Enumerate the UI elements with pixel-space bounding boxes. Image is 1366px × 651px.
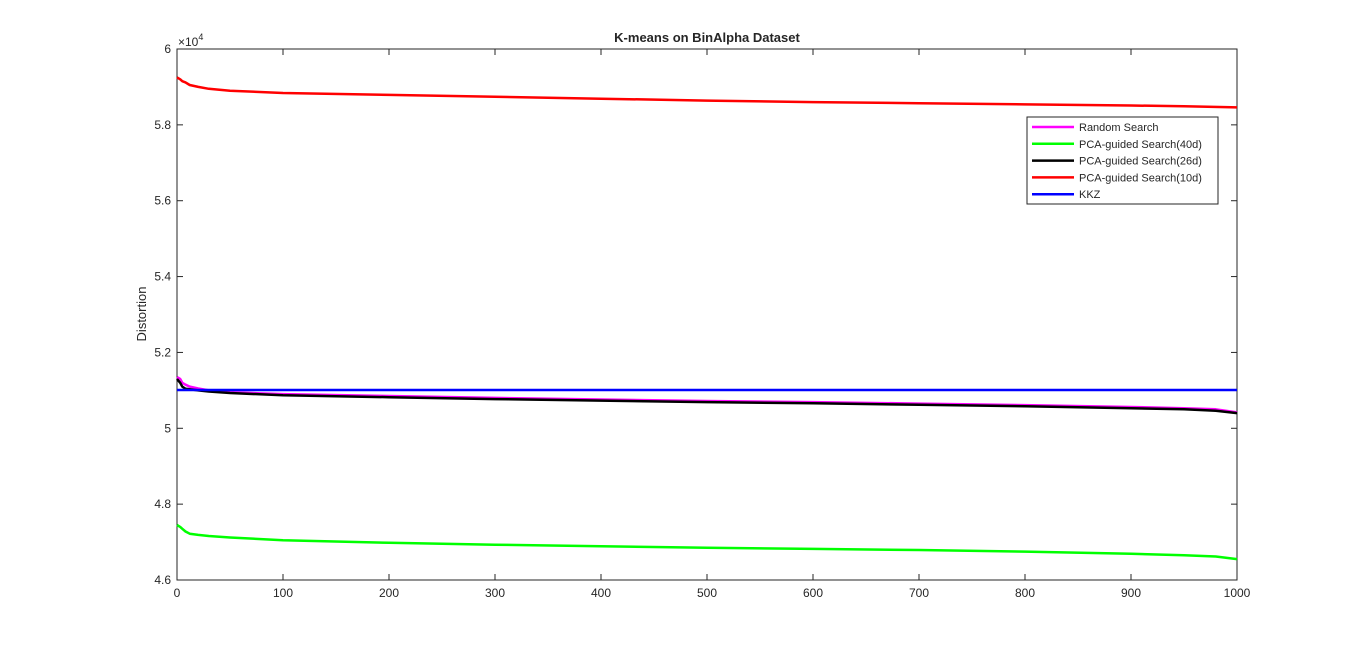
x-tick-label: 1000 — [1224, 586, 1251, 600]
series-line-4 — [176, 76, 1238, 109]
x-tick-label: 300 — [485, 586, 505, 600]
y-axis-label: Distortion — [134, 287, 149, 342]
y-tick-label: 4.6 — [154, 573, 171, 587]
x-tick-label: 0 — [174, 586, 181, 600]
legend-entry-label: PCA-guided Search(10d) — [1079, 172, 1202, 184]
x-tick-label: 100 — [273, 586, 293, 600]
y-tick-label: 4.8 — [154, 497, 171, 511]
y-tick-label: 5.2 — [154, 345, 171, 359]
x-tick-label: 900 — [1121, 586, 1141, 600]
y-tick-label: 5.4 — [154, 270, 171, 284]
series-line-2 — [176, 523, 1238, 561]
legend-entry-label: PCA-guided Search(26d) — [1079, 156, 1202, 168]
y-axis: 4.6 4.8 5 5.2 5.4 5.6 5.8 6 — [154, 42, 1237, 587]
x-tick-label: 500 — [697, 586, 717, 600]
y-tick-label: 6 — [164, 42, 171, 56]
chart-title: K-means on BinAlpha Dataset — [614, 30, 800, 45]
y-tick-label: 5.6 — [154, 194, 171, 208]
y-multiplier: ×104 — [178, 32, 203, 49]
x-axis: 0 100 200 300 400 500 600 700 800 900 1000 — [174, 49, 1251, 600]
x-tick-label: 200 — [379, 586, 399, 600]
legend: Random Search PCA-guided Search(40d) PCA-g… — [1026, 116, 1219, 205]
legend-entry-label: PCA-guided Search(40d) — [1079, 139, 1202, 151]
series-layer — [176, 76, 1238, 561]
x-tick-label: 800 — [1015, 586, 1035, 600]
y-tick-label: 5.8 — [154, 118, 171, 132]
x-tick-label: 700 — [909, 586, 929, 600]
legend-entry-label: KKZ — [1079, 189, 1101, 201]
x-tick-label: 600 — [803, 586, 823, 600]
legend-entry-label: Random Search — [1079, 122, 1159, 134]
x-tick-label: 400 — [591, 586, 611, 600]
y-tick-label: 5 — [164, 421, 171, 435]
